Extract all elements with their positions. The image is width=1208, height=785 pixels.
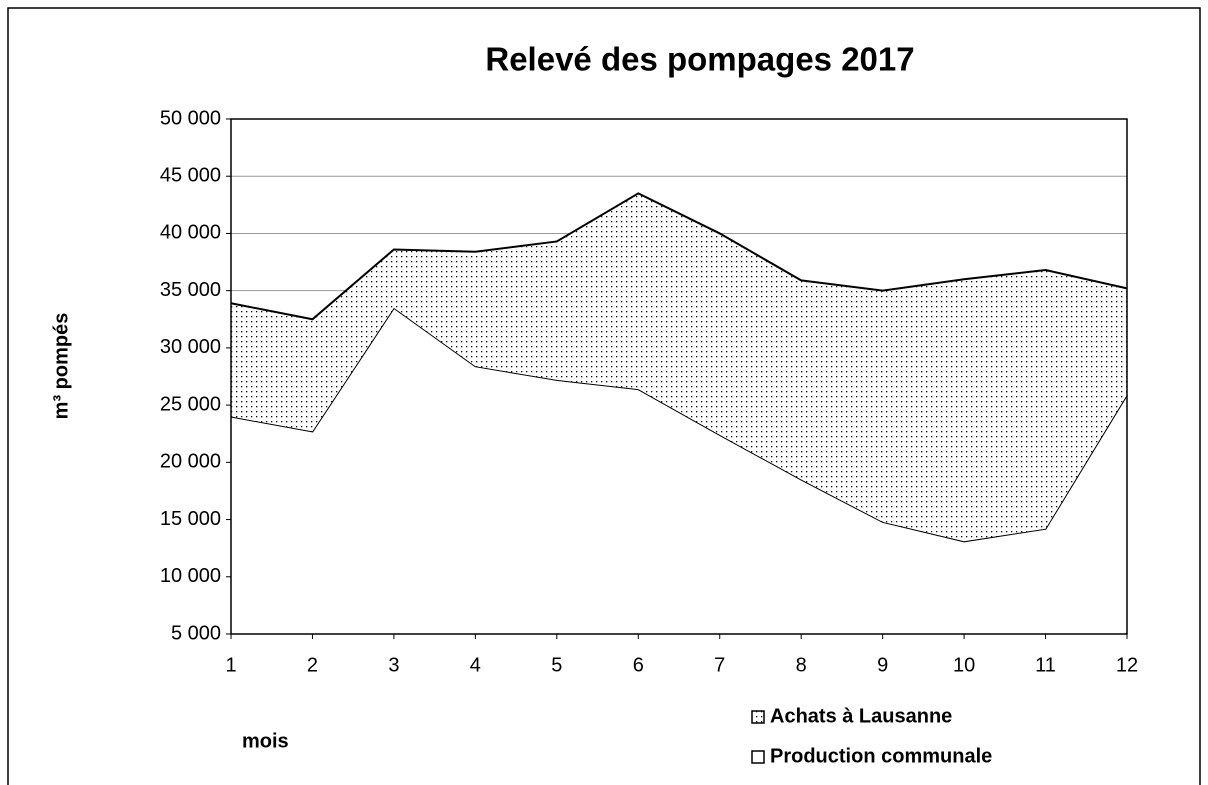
- legend-label: Production communale: [770, 745, 992, 767]
- legend-swatch: [751, 710, 765, 724]
- legend-label: Achats à Lausanne: [770, 705, 952, 727]
- y-tick-label: 30 000: [160, 336, 221, 358]
- x-tick-label: 8: [796, 654, 807, 676]
- area-line: [230, 192, 1128, 321]
- plot-border: [230, 118, 1128, 635]
- chart-title: Relevé des pompages 2017: [485, 41, 914, 78]
- x-tick-label: 11: [1035, 654, 1056, 676]
- y-tick-label: 50 000: [160, 107, 221, 129]
- x-tick-label: 10: [953, 654, 975, 676]
- x-axis-label: mois: [242, 730, 289, 752]
- x-tick-label: 1: [225, 654, 236, 676]
- y-tick-label: 20 000: [160, 451, 221, 473]
- area: [231, 193, 1127, 542]
- y-tick-label: 40 000: [160, 222, 221, 244]
- x-tick-label: 4: [470, 654, 481, 676]
- y-tick-label: 45 000: [160, 165, 221, 187]
- y-axis-label: m³ pompés: [50, 313, 72, 420]
- x-tick-label: 7: [714, 654, 725, 676]
- x-tick-label: 3: [388, 654, 399, 676]
- y-tick-label: 10 000: [160, 565, 221, 587]
- x-tick-label: 9: [877, 654, 888, 676]
- y-tick-label: 5 000: [171, 622, 221, 644]
- legend-swatch: [751, 750, 765, 764]
- x-tick-label: 2: [307, 654, 318, 676]
- y-tick-label: 25 000: [160, 393, 221, 415]
- area: [231, 307, 1127, 634]
- x-tick-label: 6: [633, 654, 644, 676]
- x-tick-label: 5: [551, 654, 562, 676]
- frame: [7, 7, 1201, 785]
- y-tick-label: 15 000: [160, 508, 221, 530]
- x-tick-label: 12: [1116, 654, 1138, 676]
- y-tick-label: 35 000: [160, 279, 221, 301]
